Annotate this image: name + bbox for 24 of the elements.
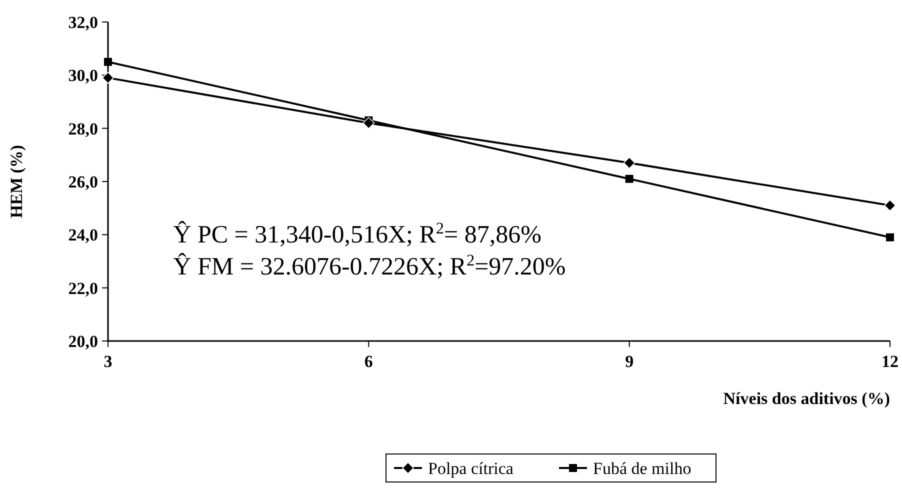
y-tick-label: 32,0 [68, 12, 98, 32]
annotation: Ŷ FM = 32.6076-0.7226X; R$^{2}$=97.20% [173, 252, 566, 281]
y-tick-label: 30,0 [68, 66, 98, 86]
y-tick-label: 28,0 [68, 119, 98, 138]
annotation: Ŷ PC = 31,340-0,516X; R$^{2}$= 87,86% [173, 220, 542, 249]
point [625, 174, 634, 183]
y-tick-label: 22,0 [68, 278, 98, 298]
x-tick-label: 6 [364, 352, 373, 371]
x-tick-label: 9 [625, 352, 634, 371]
point [104, 58, 112, 66]
legend-label: Polpa cítrica [428, 458, 514, 478]
point [102, 72, 114, 84]
point [623, 156, 636, 169]
point [886, 233, 894, 242]
y-tick-label: 24,0 [68, 226, 98, 245]
x-tick-label: 3 [104, 352, 112, 371]
point [362, 117, 375, 129]
y-axis-title: HEM (%) [7, 144, 26, 218]
y-tick-label: 26,0 [68, 172, 98, 192]
legend-label: Fubá de milho [593, 458, 692, 478]
point [884, 200, 896, 212]
x-axis-title: Níveis dos aditivos (%) [723, 389, 890, 408]
x-tick-label: 12 [882, 352, 898, 371]
y-tick-label: 20,0 [68, 332, 98, 351]
